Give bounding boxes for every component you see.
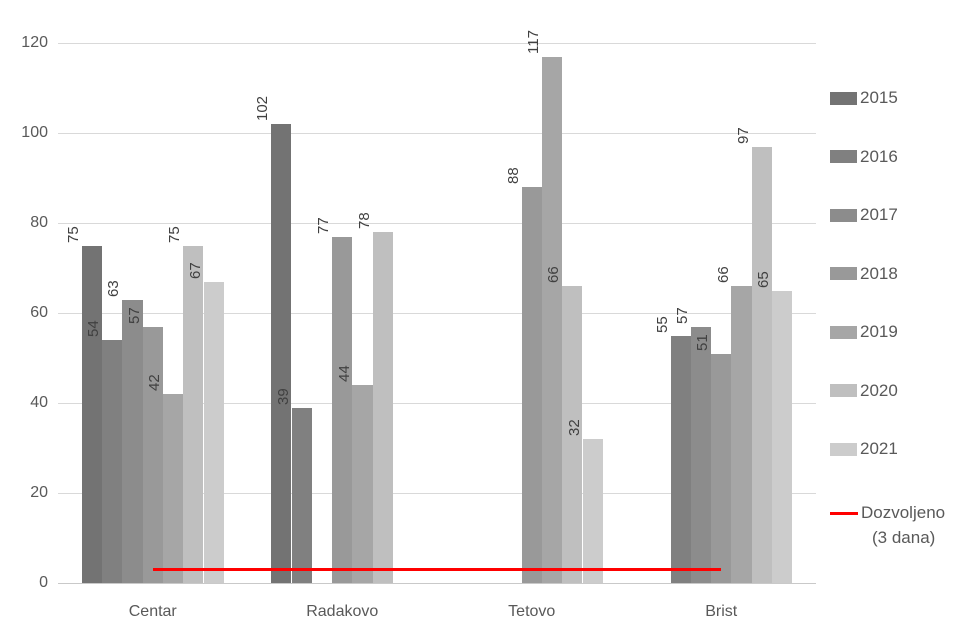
bar-value-label: 88: [504, 167, 522, 184]
x-axis-line: [58, 583, 816, 584]
bar-2018-brist: [711, 353, 732, 583]
bar-2018-radakovo: [332, 236, 353, 583]
legend-item-2020: 2020: [830, 381, 898, 401]
legend-swatch-2021: [830, 442, 857, 456]
legend-label: 2015: [860, 88, 898, 107]
bar-value-label: 75: [166, 225, 184, 243]
bar-2019-radakovo: [352, 385, 373, 583]
bar-value-label: 44: [335, 365, 353, 382]
legend-item-2021: 2021: [830, 439, 898, 459]
legend-item-2018: 2018: [830, 264, 898, 284]
legend-item-2019: 2019: [830, 322, 898, 342]
legend-swatch-2019: [830, 325, 857, 339]
legend-label: 2016: [860, 146, 898, 166]
bar-value-label: 51: [694, 333, 712, 351]
gridline: [58, 313, 816, 314]
y-tick-label: 100: [21, 124, 48, 141]
y-tick-label: 20: [30, 484, 48, 501]
bar-value-label: 97: [734, 126, 752, 144]
legend-swatch-2017: [830, 208, 857, 222]
bar-2019-brist: [731, 286, 752, 583]
legend-swatch-2015: [830, 91, 857, 105]
bar-2021-centar: [203, 281, 224, 583]
bar-2021-brist: [772, 290, 793, 583]
legend-swatch-2016: [830, 150, 857, 163]
bar-2020-radakovo: [372, 232, 393, 583]
bar-2018-tetovo: [521, 187, 542, 583]
bar-value-label: 57: [125, 306, 143, 324]
bar-value-label: 42: [146, 374, 164, 391]
bar-value-label: 102: [254, 95, 272, 121]
bar-2016-brist: [670, 335, 691, 583]
category-label-brist: Brist: [705, 603, 738, 620]
y-tick-label: 40: [30, 394, 48, 411]
legend-label: 2018: [860, 263, 898, 283]
gridline: [58, 133, 816, 134]
bar-2018-centar: [142, 326, 163, 583]
legend-label: Dozvoljeno: [861, 503, 946, 522]
y-tick-label: 0: [39, 574, 48, 591]
bar-2017-centar: [122, 299, 143, 583]
category-label-tetovo: Tetovo: [508, 603, 556, 620]
legend-swatch-2020: [830, 384, 857, 397]
bar-value-label: 55: [653, 315, 671, 333]
gridline: [58, 493, 816, 494]
y-tick-label: 60: [30, 304, 48, 321]
bar-value-label: 117: [525, 29, 543, 54]
legend-label: 2017: [860, 205, 898, 224]
legend-swatch-2018: [830, 267, 857, 280]
bar-2020-tetovo: [562, 286, 583, 583]
category-label-centar: Centar: [128, 603, 177, 620]
bar-value-label: 66: [714, 266, 732, 283]
bar-value-label: 63: [105, 279, 123, 297]
bar-value-label: 75: [64, 225, 82, 243]
bar-2019-centar: [162, 394, 184, 583]
legend-item-threshold: Dozvoljeno: [830, 503, 945, 523]
gridline: [58, 403, 816, 404]
legend-item-2016: 2016: [830, 147, 898, 167]
legend-label: 2021: [860, 439, 898, 458]
bar-value-label: 66: [545, 266, 563, 283]
bar-value-label: 39: [274, 387, 292, 405]
chart-legend: 2015 2016 2017 2018 2019 2020 2021 Dozvoljeno (3…: [830, 0, 975, 636]
legend-item-2015: 2015: [830, 88, 898, 108]
bar-2015-centar: [81, 245, 102, 583]
legend-label-line-2: (3 dana): [872, 528, 936, 547]
gridline: [58, 43, 816, 44]
threshold-line: [152, 567, 722, 572]
legend-label: 2019: [860, 322, 898, 341]
legend-line-swatch: [830, 511, 858, 515]
y-tick-label: 120: [21, 34, 48, 51]
bar-2016-centar: [102, 340, 123, 583]
bar-value-label: 54: [85, 320, 103, 337]
bar-2019-tetovo: [541, 56, 563, 583]
bar-value-label: 78: [355, 212, 373, 229]
bar-2020-centar: [183, 245, 204, 583]
legend-item-2017: 2017: [830, 205, 898, 225]
bar-2021-tetovo: [582, 439, 603, 583]
y-tick-label: 80: [30, 214, 48, 231]
bar-value-label: 32: [565, 419, 583, 436]
bar-value-label: 67: [186, 261, 204, 279]
category-label-radakovo: Radakovo: [306, 603, 379, 620]
bar-2016-radakovo: [291, 407, 312, 583]
bar-value-label: 57: [673, 306, 691, 324]
bar-2017-brist: [690, 326, 712, 583]
gridline: [58, 223, 816, 224]
bar-2020-brist: [751, 146, 772, 583]
legend-label: 2020: [860, 380, 898, 400]
bar-value-label: 65: [755, 270, 773, 288]
bar-value-label: 77: [315, 216, 333, 234]
bar-2015-radakovo: [271, 124, 292, 583]
